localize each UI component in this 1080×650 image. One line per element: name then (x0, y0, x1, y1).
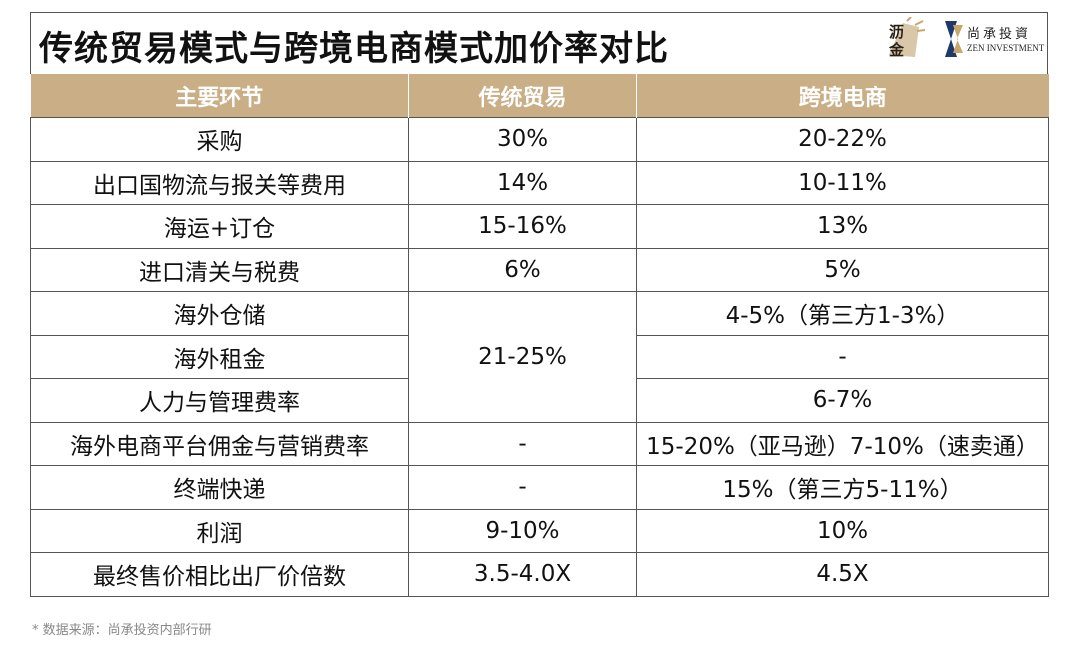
title-bar: 传统贸易模式与跨境电商模式加价率对比 沥 金 尚承投資 ZEN INVESTME… (30, 12, 1048, 74)
traditional-value: 14% (408, 160, 637, 205)
row-label: 海外仓储 (30, 291, 409, 336)
crossborder-value: - (636, 334, 1049, 379)
traditional-value: 9-10% (408, 508, 637, 553)
table-row: 终端快递 - 15%（第三方5-11%） (30, 465, 1049, 510)
row-label: 海外租金 (30, 334, 409, 379)
row-label: 采购 (30, 117, 409, 162)
crossborder-value: 20-22% (636, 117, 1049, 162)
row-label: 出口国物流与报关等费用 (30, 160, 409, 205)
row-label: 海运+订仓 (30, 204, 409, 249)
traditional-value: - (408, 421, 637, 466)
lijin-logo: 沥 金 (881, 17, 931, 61)
traditional-value: - (408, 465, 637, 510)
traditional-value: 6% (408, 247, 637, 292)
lijin-logo-mark-icon (889, 17, 925, 57)
crossborder-value: 4.5X (636, 552, 1049, 597)
crossborder-value: 13% (636, 204, 1049, 249)
table-row: 利润 9-10% 10% (30, 508, 1049, 553)
row-label: 海外电商平台佣金与营销费率 (30, 421, 409, 466)
traditional-value: 30% (408, 117, 637, 162)
row-label: 最终售价相比出厂价倍数 (30, 552, 409, 597)
crossborder-value: 15%（第三方5-11%） (636, 465, 1049, 510)
table-row: 海外租金 - (30, 334, 1049, 379)
lijin-logo-char-2: 金 (889, 41, 905, 59)
zen-investment-logo: 尚承投資 ZEN INVESTMENT (943, 19, 1048, 59)
crossborder-value: 10% (636, 508, 1049, 553)
zen-logo-mark-icon (945, 21, 963, 57)
header-crossborder: 跨境电商 (636, 74, 1049, 118)
zen-logo-cn: 尚承投資 (967, 27, 1032, 42)
traditional-value-merged: 21-25% (408, 291, 637, 423)
table-row: 采购 30% 20-22% (30, 117, 1049, 162)
header-stage: 主要环节 (30, 74, 409, 118)
crossborder-value: 15-20%（亚马逊）7-10%（速卖通） (636, 421, 1049, 466)
table-row: 海运+订仓 15-16% 13% (30, 204, 1049, 249)
table-row: 海外电商平台佣金与营销费率 - 15-20%（亚马逊）7-10%（速卖通） (30, 421, 1049, 466)
crossborder-value: 6-7% (636, 378, 1049, 423)
table-header-row: 主要环节 传统贸易 跨境电商 (30, 74, 1049, 118)
traditional-value: 3.5-4.0X (408, 552, 637, 597)
header-traditional: 传统贸易 (408, 74, 637, 118)
row-label: 进口清关与税费 (30, 247, 409, 292)
row-label: 终端快递 (30, 465, 409, 510)
lijin-logo-char-1: 沥 (889, 23, 905, 41)
traditional-value: 15-16% (408, 204, 637, 249)
crossborder-value: 4-5%（第三方1-3%） (636, 291, 1049, 336)
table-row: 进口清关与税费 6% 5% (30, 247, 1049, 292)
crossborder-value: 5% (636, 247, 1049, 292)
table-row: 人力与管理费率 6-7% (30, 378, 1049, 423)
row-label: 人力与管理费率 (30, 378, 409, 423)
table-row: 海外仓储 21-25% 4-5%（第三方1-3%） (30, 291, 1049, 423)
markup-comparison-table: 主要环节 传统贸易 跨境电商 采购 30% 20-22% 出口国物流与报关等费用… (30, 74, 1049, 597)
data-source-footnote: * 数据来源：尚承投资内部行研 (32, 623, 212, 638)
row-label: 利润 (30, 508, 409, 553)
zen-logo-en: ZEN INVESTMENT (967, 43, 1045, 53)
page-title: 传统贸易模式与跨境电商模式加价率对比 (39, 29, 669, 69)
crossborder-value: 10-11% (636, 160, 1049, 205)
table-row: 最终售价相比出厂价倍数 3.5-4.0X 4.5X (30, 552, 1049, 597)
table-row: 出口国物流与报关等费用 14% 10-11% (30, 160, 1049, 205)
